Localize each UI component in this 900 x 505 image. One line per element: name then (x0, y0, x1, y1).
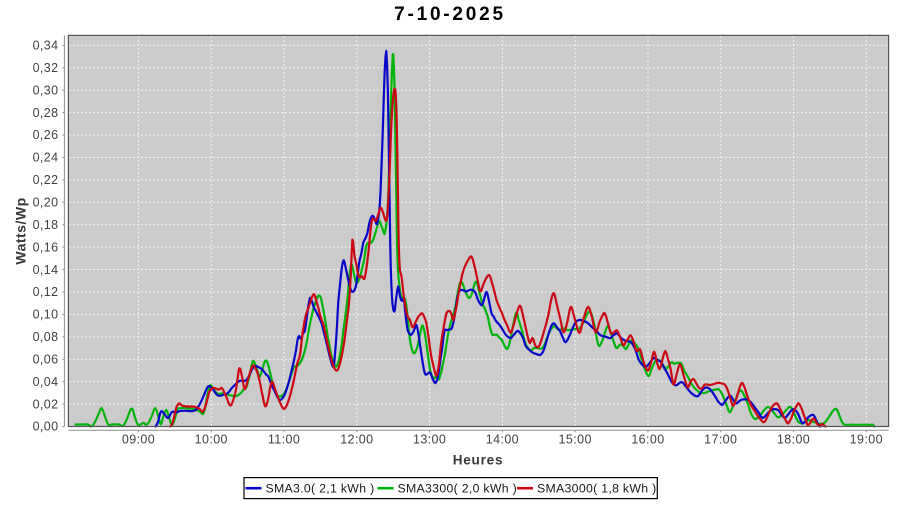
svg-text:16:00: 16:00 (631, 433, 664, 447)
svg-text:0,06: 0,06 (33, 352, 59, 366)
svg-text:SMA3300( 2,0 kWh ): SMA3300( 2,0 kWh ) (398, 482, 518, 496)
svg-text:0,22: 0,22 (33, 173, 59, 187)
svg-text:0,04: 0,04 (33, 375, 59, 389)
svg-text:0,12: 0,12 (33, 285, 59, 299)
svg-text:Watts/Wp: Watts/Wp (13, 197, 29, 264)
svg-text:0,24: 0,24 (33, 151, 59, 165)
svg-text:SMA3.0( 2,1 kWh ): SMA3.0( 2,1 kWh ) (266, 482, 375, 496)
svg-text:0,10: 0,10 (33, 308, 59, 322)
svg-text:0,18: 0,18 (33, 218, 59, 232)
svg-text:14:00: 14:00 (486, 433, 519, 447)
svg-text:0,26: 0,26 (33, 128, 59, 142)
svg-text:0,30: 0,30 (33, 83, 59, 97)
svg-text:7-10-2025: 7-10-2025 (394, 4, 506, 25)
svg-text:Heures: Heures (453, 453, 504, 468)
svg-text:0,08: 0,08 (33, 330, 59, 344)
svg-text:0,32: 0,32 (33, 61, 59, 75)
svg-text:0,02: 0,02 (33, 397, 59, 411)
svg-text:18:00: 18:00 (777, 433, 810, 447)
svg-text:09:00: 09:00 (122, 433, 155, 447)
svg-text:17:00: 17:00 (704, 433, 737, 447)
svg-text:10:00: 10:00 (195, 433, 228, 447)
svg-text:SMA3000( 1,8 kWh ): SMA3000( 1,8 kWh ) (537, 482, 657, 496)
svg-text:0,16: 0,16 (33, 240, 59, 254)
svg-text:13:00: 13:00 (413, 433, 446, 447)
svg-text:0,20: 0,20 (33, 196, 59, 210)
svg-text:0,34: 0,34 (33, 39, 59, 53)
svg-text:19:00: 19:00 (850, 433, 883, 447)
svg-text:11:00: 11:00 (268, 433, 300, 447)
svg-text:0,14: 0,14 (33, 263, 59, 277)
svg-text:15:00: 15:00 (559, 433, 592, 447)
svg-text:0,00: 0,00 (33, 420, 59, 434)
svg-text:0,28: 0,28 (33, 106, 59, 120)
svg-text:12:00: 12:00 (340, 433, 373, 447)
